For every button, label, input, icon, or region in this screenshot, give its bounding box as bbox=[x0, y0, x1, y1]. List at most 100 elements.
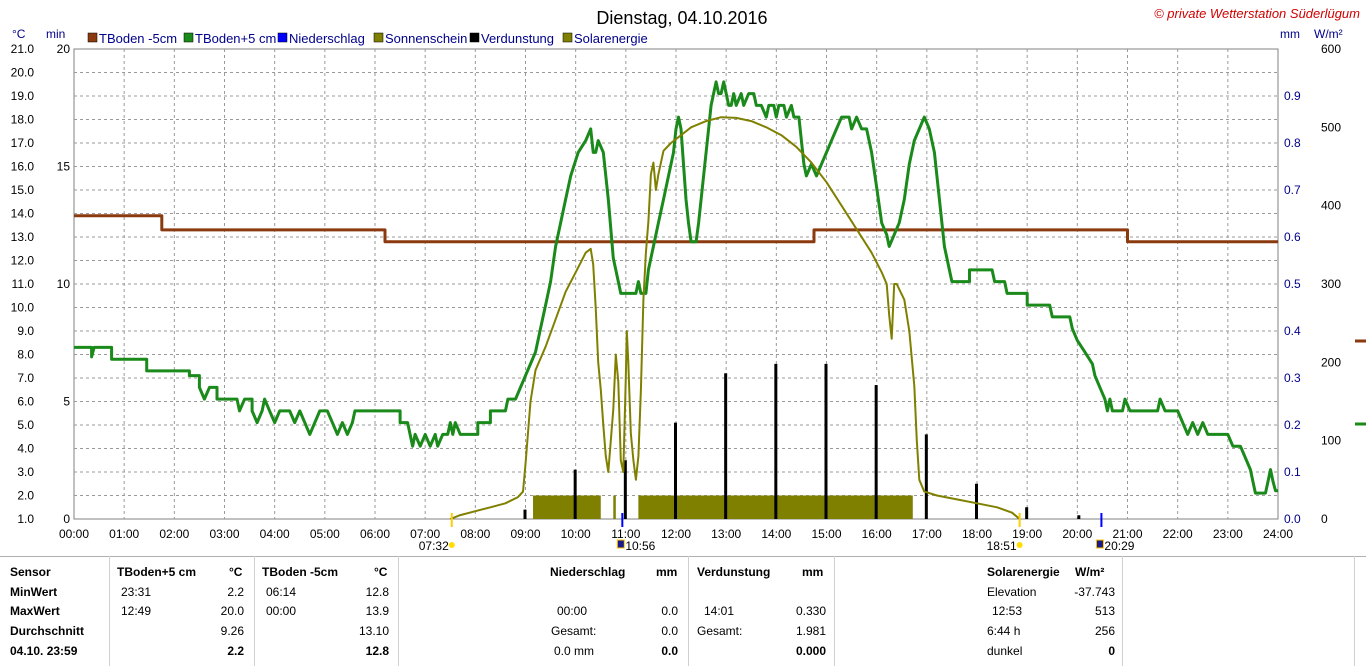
wm2-tick-label: 0 bbox=[1321, 512, 1328, 526]
station-credit: © private Wetterstation Süderlügum bbox=[1154, 6, 1360, 21]
table-divider bbox=[398, 556, 399, 666]
legend-label: Solarenergie bbox=[574, 31, 648, 46]
legend-swatch bbox=[277, 32, 288, 43]
time-tick-label: 20:00 bbox=[1062, 527, 1092, 541]
row-label-last: 04.10. 23:59 bbox=[10, 644, 78, 658]
legend-swatch bbox=[87, 32, 98, 43]
table-divider bbox=[254, 556, 255, 666]
time-tick-label: 24:00 bbox=[1263, 527, 1293, 541]
evap-header: Verdunstung bbox=[697, 565, 771, 579]
sunshine-bar bbox=[533, 495, 601, 519]
axis-unit-mm: mm bbox=[1280, 27, 1300, 41]
solar-header: Solarenergie bbox=[987, 565, 1060, 579]
mm-tick-label: 0.8 bbox=[1284, 136, 1301, 150]
chart-title: Dienstag, 04.10.2016 bbox=[596, 8, 767, 28]
table-divider bbox=[834, 556, 835, 666]
mm-tick-label: 0.3 bbox=[1284, 371, 1301, 385]
legend-swatch bbox=[183, 32, 194, 43]
time-tick-label: 17:00 bbox=[912, 527, 942, 541]
evap-last: 0.000 bbox=[795, 644, 826, 658]
time-tick-label: 01:00 bbox=[109, 527, 139, 541]
temp-tick-label: 18.0 bbox=[11, 113, 35, 127]
evaporation-bar bbox=[824, 363, 828, 519]
evap-total: 1.981 bbox=[795, 624, 826, 638]
rain-unit: mm bbox=[656, 565, 678, 579]
temp-tick-label: 9.0 bbox=[17, 324, 34, 338]
legend: TBoden -5cm TBoden+5 cm Niederschlag Sonnen… bbox=[87, 31, 648, 46]
sunshine-series bbox=[533, 495, 913, 519]
temp-tick-label: 14.0 bbox=[11, 207, 35, 221]
evaporation-bar bbox=[874, 385, 878, 519]
temp-tick-label: 3.0 bbox=[17, 465, 34, 479]
mm-tick-label: 0.7 bbox=[1284, 183, 1301, 197]
wm2-tick-label: 400 bbox=[1321, 199, 1341, 213]
row-label-avg: Durchschnitt bbox=[10, 624, 85, 638]
rain-total-label: Gesamt: bbox=[551, 624, 597, 638]
minutes-tick-label: 10 bbox=[57, 277, 71, 291]
mm-tick-label: 0.6 bbox=[1284, 230, 1301, 244]
sun-icon bbox=[448, 542, 455, 548]
time-tick-label: 10:00 bbox=[561, 527, 591, 541]
time-tick-label: 06:00 bbox=[360, 527, 390, 541]
table-divider bbox=[0, 556, 1366, 557]
solar-dark-label: dunkel bbox=[987, 644, 1023, 658]
evaporation-bar bbox=[924, 434, 928, 519]
tbm5-min-time: 06:14 bbox=[266, 585, 297, 599]
evaporation-bar bbox=[724, 373, 728, 519]
temp-tick-label: 6.0 bbox=[17, 395, 34, 409]
rain-max: 0.0 bbox=[661, 604, 678, 618]
time-tick-label: 16:00 bbox=[862, 527, 892, 541]
table-divider bbox=[1354, 556, 1355, 666]
tb5-unit: °C bbox=[229, 565, 243, 579]
mm-tick-label: 0.0 bbox=[1284, 512, 1301, 526]
temp-tick-label: 19.0 bbox=[11, 89, 35, 103]
rain-max-time: 00:00 bbox=[557, 604, 588, 618]
temp-tick-label: 17.0 bbox=[11, 136, 35, 150]
evaporation-bar bbox=[974, 483, 978, 519]
marker-label: 20:29 bbox=[1104, 539, 1134, 553]
time-tick-label: 00:00 bbox=[59, 527, 89, 541]
marker-label: 07:32 bbox=[419, 539, 449, 553]
mm-tick-label: 0.4 bbox=[1284, 324, 1301, 338]
tbm5-max-time: 00:00 bbox=[266, 604, 297, 618]
temp-tick-label: 20.0 bbox=[11, 66, 35, 80]
time-tick-label: 11:00 bbox=[611, 527, 640, 541]
wm2-tick-label: 100 bbox=[1321, 434, 1341, 448]
minutes-tick-label: 20 bbox=[57, 42, 71, 56]
moon-icon bbox=[616, 539, 625, 549]
evaporation-series bbox=[523, 363, 1081, 519]
series-line bbox=[74, 214, 1278, 244]
table-divider bbox=[109, 556, 110, 666]
moon-icon bbox=[1095, 539, 1104, 549]
marker-label: 18:51 bbox=[987, 539, 1017, 553]
rain-header: Niederschlag bbox=[550, 565, 626, 579]
temp-tick-label: 13.0 bbox=[11, 230, 35, 244]
tbm5-unit: °C bbox=[374, 565, 388, 579]
evaporation-bar bbox=[623, 460, 627, 519]
legend-label: Niederschlag bbox=[289, 31, 365, 46]
tbm5-header: TBoden -5cm bbox=[262, 565, 339, 579]
evap-total-label: Gesamt: bbox=[697, 624, 743, 638]
weather-chart: Dienstag, 04.10.2016 © private Wettersta… bbox=[11, 6, 1366, 553]
evaporation-bar bbox=[774, 363, 778, 519]
solar-max-time: 12:53 bbox=[992, 604, 1023, 618]
tb5-last: 2.2 bbox=[227, 644, 244, 658]
evaporation-bar bbox=[1077, 515, 1081, 519]
temp-tick-label: 8.0 bbox=[17, 348, 34, 362]
mm-tick-label: 0.1 bbox=[1284, 465, 1301, 479]
tbm5-avg: 13.10 bbox=[358, 624, 389, 638]
row-label-max: MaxWert bbox=[10, 604, 60, 618]
solar-max: 513 bbox=[1094, 604, 1115, 618]
time-tick-label: 18:00 bbox=[962, 527, 992, 541]
axis-unit-minutes: min bbox=[46, 27, 65, 41]
tb5-min-time: 23:31 bbox=[121, 585, 152, 599]
line-series bbox=[74, 80, 1278, 520]
tb5-min: 2.2 bbox=[227, 585, 244, 599]
time-tick-label: 15:00 bbox=[811, 527, 841, 541]
wm2-tick-label: 200 bbox=[1321, 355, 1341, 369]
tbm5-min: 12.8 bbox=[365, 585, 389, 599]
temp-tick-label: 7.0 bbox=[17, 371, 34, 385]
temp-tick-label: 2.0 bbox=[17, 489, 34, 503]
time-tick-label: 21:00 bbox=[1112, 527, 1142, 541]
sun-icon bbox=[1016, 542, 1023, 548]
